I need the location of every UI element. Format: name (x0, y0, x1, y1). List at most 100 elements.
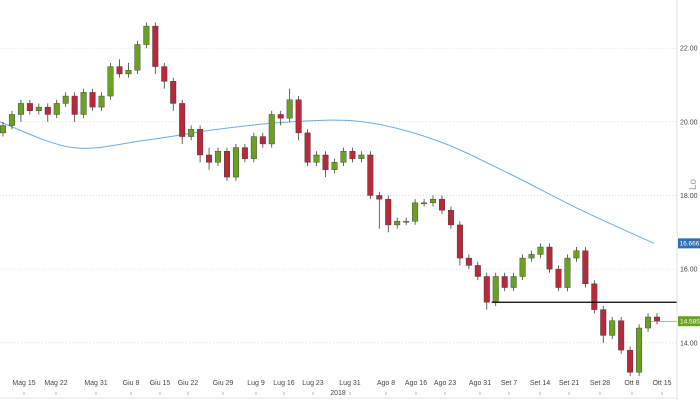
candle-body (483, 276, 490, 303)
candle-body (116, 66, 123, 75)
candle-body (510, 276, 517, 288)
candle-body (636, 327, 643, 373)
x-tick-label: Lug 23 (302, 380, 324, 387)
y-axis: 22.00 20.00 18.00 16.00 14.00 14.585 16.6667 Lo (676, 0, 700, 400)
moving-average-line (0, 119, 655, 244)
candle-body (223, 151, 230, 178)
x-tick-label: Ago 8 (377, 380, 395, 387)
last-price-label: 14.585 (680, 319, 700, 326)
x-tick-label: Lug 31 (339, 380, 361, 387)
candle-body (206, 154, 213, 163)
scale-label: Lo (688, 178, 699, 190)
candle-body (53, 103, 60, 115)
candle-body (295, 99, 302, 134)
candle-body (340, 151, 347, 163)
candle-body (286, 99, 293, 119)
candle-body (26, 103, 33, 111)
x-tick-label: Giu 8 (123, 380, 140, 387)
candle-body (8, 114, 15, 126)
candle-body (555, 268, 562, 288)
x-tick-label: Giu 29 (213, 380, 234, 387)
grid-lines (0, 47, 677, 344)
x-tick-label: Mag 31 (84, 380, 107, 387)
moving-average-layer (0, 119, 655, 244)
candle-body (591, 283, 598, 310)
candle-body (376, 195, 383, 200)
candle-body (215, 151, 221, 163)
candle-body (313, 154, 320, 163)
ma-value-label: 16.6667 (680, 241, 700, 248)
y-tick-label: 14.00 (680, 340, 698, 347)
candle-body (250, 136, 257, 159)
candle-body (385, 198, 392, 226)
candle-body (412, 202, 419, 222)
candle-body (501, 276, 508, 288)
candle-body (528, 254, 535, 259)
candle-body (152, 25, 159, 67)
candle-body (80, 92, 87, 115)
candle-body (403, 221, 410, 223)
candle-body (349, 151, 356, 159)
overlay-layer (491, 301, 677, 322)
x-tick-label: Giu 22 (178, 380, 199, 387)
x-tick-label: Ago 31 (469, 380, 491, 387)
x-tick-label: Set 7 (501, 380, 517, 387)
x-tick-label: Set 28 (590, 380, 610, 387)
candle-body (143, 25, 150, 45)
candle-body (277, 114, 284, 119)
candle-body (134, 44, 141, 71)
candle-body (197, 128, 204, 156)
candle-body (465, 257, 472, 266)
candle-body (394, 221, 401, 226)
candle-body (421, 202, 428, 205)
candle-body (259, 136, 266, 145)
candle-body (107, 66, 114, 97)
candle-body (98, 95, 105, 108)
candle-body (89, 92, 96, 108)
x-axis: Mag 15 Mag 22 Mag 31 Giu 8 Giu 15 Giu 22 Giu 2… (0, 380, 677, 399)
x-tick-label: Set 14 (530, 380, 550, 387)
candle-body (268, 114, 275, 145)
candle-body (645, 316, 652, 329)
candle-body (367, 154, 374, 196)
candle-body (618, 320, 625, 351)
y-tick-label: 18.00 (680, 193, 698, 200)
candle-body (232, 147, 239, 178)
candle-body (17, 103, 24, 115)
x-tick-label: Mag 22 (44, 380, 67, 387)
y-tick-label: 22.00 (680, 46, 698, 53)
candle-body (125, 70, 132, 75)
y-tick-label: 20.00 (680, 119, 698, 126)
plot-background (0, 0, 677, 400)
candle-body (71, 95, 78, 115)
candle-body (170, 81, 177, 104)
candle-body (537, 246, 544, 255)
candle-body (564, 257, 571, 288)
candle-body (304, 132, 311, 163)
x-tick-label: Ago 23 (434, 380, 456, 387)
candle-body (35, 106, 42, 111)
candle-body (430, 198, 437, 204)
x-tick-label: Mag 15 (12, 380, 35, 387)
candle-body (322, 154, 329, 170)
x-tick-label: Set 21 (559, 380, 579, 387)
x-year-label: 2018 (330, 390, 346, 397)
candle-body (188, 128, 195, 137)
candle-body (654, 316, 660, 322)
candles-layer (0, 22, 660, 376)
candle-body (179, 103, 186, 137)
candle-body (0, 125, 6, 134)
candle-body (627, 349, 634, 373)
x-tick-label: Ott 8 (624, 380, 639, 387)
candle-body (44, 106, 51, 115)
candle-body (546, 246, 553, 270)
last-price-badge (678, 316, 700, 327)
candle-body (456, 224, 463, 259)
x-tick-label: Giu 15 (150, 380, 171, 387)
x-tick-label: Lug 16 (273, 380, 295, 387)
candle-body (582, 250, 589, 285)
candle-body (241, 147, 248, 159)
candle-body (358, 154, 365, 159)
candle-body (439, 198, 445, 211)
